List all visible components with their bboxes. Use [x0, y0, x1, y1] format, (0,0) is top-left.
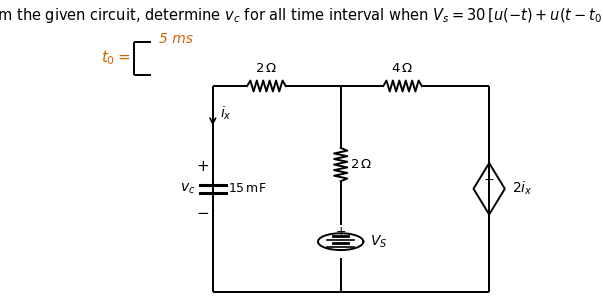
Text: 5 ms: 5 ms — [159, 32, 193, 46]
Text: +: + — [484, 173, 494, 186]
Text: From the given circuit, determine $v_c$ for all time interval when $V_s = 30\,[u: From the given circuit, determine $v_c$ … — [0, 6, 603, 25]
Text: $t_0 =$: $t_0 =$ — [101, 48, 130, 67]
Text: $2i_x$: $2i_x$ — [513, 180, 533, 197]
Text: $v_c$: $v_c$ — [180, 181, 195, 196]
Text: $15\,\mathrm{mF}$: $15\,\mathrm{mF}$ — [229, 182, 267, 195]
Text: +: + — [196, 159, 209, 174]
Text: +: + — [335, 225, 346, 238]
Text: $2\,\Omega$: $2\,\Omega$ — [350, 158, 372, 171]
Text: $i_x$: $i_x$ — [220, 105, 232, 122]
Text: $2\,\Omega$: $2\,\Omega$ — [255, 62, 277, 74]
Text: $4\,\Omega$: $4\,\Omega$ — [391, 62, 414, 74]
Text: $-$: $-$ — [196, 204, 209, 219]
Text: $V_S$: $V_S$ — [370, 233, 387, 250]
